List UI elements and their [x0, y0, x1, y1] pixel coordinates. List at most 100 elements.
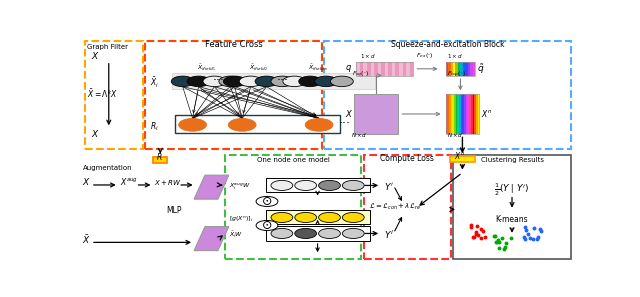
Bar	[406, 62, 410, 76]
Text: $F_{ex}(\cdot)$: $F_{ex}(\cdot)$	[416, 51, 433, 60]
Text: $\frac{1}{2}(Y \mid Y^\prime)$: $\frac{1}{2}(Y \mid Y^\prime)$	[495, 181, 529, 198]
Text: $Y'$: $Y'$	[383, 181, 394, 192]
Bar	[392, 62, 396, 76]
Bar	[403, 62, 406, 76]
Bar	[364, 154, 451, 259]
Circle shape	[172, 76, 194, 87]
Text: $\bar{X}_i$: $\bar{X}_i$	[150, 76, 159, 90]
Circle shape	[305, 119, 333, 131]
Circle shape	[319, 228, 340, 238]
Bar	[471, 94, 472, 134]
Bar	[448, 62, 451, 76]
Bar	[396, 62, 399, 76]
Bar	[324, 41, 571, 149]
Circle shape	[271, 76, 294, 87]
Bar	[381, 62, 385, 76]
Text: $R_i$: $R_i$	[150, 120, 159, 133]
Circle shape	[299, 76, 321, 87]
Bar	[465, 62, 468, 76]
Bar	[449, 94, 451, 134]
Bar	[266, 178, 370, 192]
Text: $X$: $X$	[83, 176, 91, 187]
Bar	[145, 41, 321, 149]
Bar	[225, 154, 361, 259]
Text: MLP: MLP	[166, 206, 182, 215]
Text: Feature Cross: Feature Cross	[205, 40, 262, 49]
Bar	[456, 62, 458, 76]
Text: $\tilde{q}$: $\tilde{q}$	[477, 62, 484, 76]
Bar	[472, 94, 474, 134]
Bar	[450, 156, 475, 162]
Bar	[473, 62, 476, 76]
Circle shape	[219, 76, 242, 87]
Text: $1\times d$: $1\times d$	[447, 52, 463, 60]
Bar	[360, 62, 364, 76]
Circle shape	[342, 212, 364, 222]
Bar	[356, 62, 413, 76]
Circle shape	[271, 228, 292, 238]
Bar	[453, 154, 571, 259]
Text: $X+RW$: $X+RW$	[154, 178, 182, 187]
Text: $\bar{X}_{ifield_m}$: $\bar{X}_{ifield_m}$	[308, 62, 328, 73]
Text: $1\times d$: $1\times d$	[360, 52, 376, 60]
Bar	[452, 94, 454, 134]
Text: $N\times d$: $N\times d$	[351, 131, 368, 139]
Bar	[458, 62, 460, 76]
Circle shape	[315, 76, 337, 87]
Bar	[354, 94, 399, 134]
Circle shape	[342, 228, 364, 238]
Circle shape	[256, 220, 278, 230]
Bar	[477, 94, 479, 134]
Bar	[266, 210, 370, 225]
Bar	[154, 157, 167, 162]
Text: $\bar{X}$: $\bar{X}$	[83, 233, 91, 246]
Circle shape	[179, 119, 207, 131]
Bar	[388, 62, 392, 76]
Bar	[466, 94, 467, 134]
Bar	[445, 62, 476, 76]
Bar	[467, 94, 469, 134]
Bar	[399, 62, 403, 76]
Text: $X$: $X$	[91, 127, 100, 138]
Circle shape	[203, 76, 226, 87]
Text: K-means: K-means	[496, 215, 529, 224]
Circle shape	[223, 76, 246, 87]
Text: $X$: $X$	[345, 108, 353, 119]
Circle shape	[295, 228, 317, 238]
Bar	[474, 94, 476, 134]
Text: $\bar{X}_{ifield_1}$: $\bar{X}_{ifield_1}$	[197, 62, 216, 73]
Circle shape	[187, 76, 210, 87]
Circle shape	[342, 180, 364, 190]
Circle shape	[228, 119, 256, 131]
Bar	[378, 62, 381, 76]
Bar	[469, 94, 471, 134]
Bar	[410, 62, 413, 76]
Text: $\bar{X}_{ifield_2}$: $\bar{X}_{ifield_2}$	[249, 62, 268, 73]
Bar	[451, 62, 453, 76]
Bar	[175, 115, 340, 133]
Text: $X^n$: $X^n$	[481, 108, 493, 119]
Bar	[266, 226, 370, 241]
Bar	[445, 94, 479, 134]
Bar	[385, 62, 388, 76]
Text: Graph Filter: Graph Filter	[88, 44, 129, 50]
Bar	[463, 94, 464, 134]
Text: $q$: $q$	[346, 63, 353, 74]
Circle shape	[255, 76, 278, 87]
Text: ...: ...	[339, 113, 351, 126]
Bar	[461, 94, 463, 134]
Bar	[460, 62, 463, 76]
Text: $\odot$: $\odot$	[261, 195, 273, 208]
Bar	[464, 94, 466, 134]
Text: $F_{sq}(\cdot)$: $F_{sq}(\cdot)$	[352, 70, 369, 80]
Bar	[172, 73, 375, 89]
Polygon shape	[194, 175, 229, 199]
Text: $X^n$: $X^n$	[454, 150, 465, 162]
Text: $X$: $X$	[91, 50, 100, 61]
Bar	[468, 62, 470, 76]
Text: $N\times d$: $N\times d$	[447, 131, 463, 139]
Bar	[367, 62, 371, 76]
Circle shape	[295, 180, 317, 190]
Circle shape	[239, 76, 262, 87]
Text: Squeeze-and-excitation Block: Squeeze-and-excitation Block	[391, 40, 504, 49]
